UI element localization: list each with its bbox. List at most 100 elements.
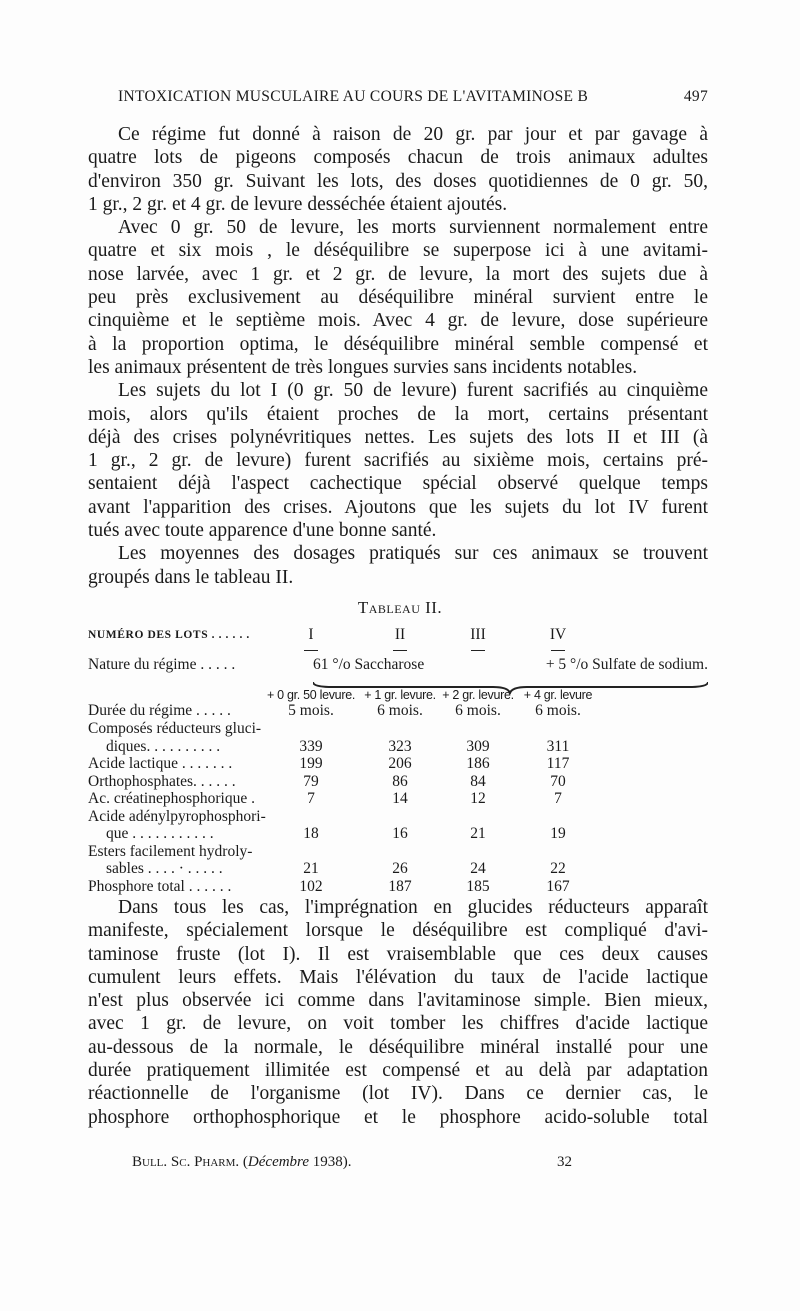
text-line: groupés dans le tableau II. — [88, 566, 294, 588]
row-value: 70 — [550, 772, 566, 790]
row-label-cont: que . . . . . . . . . . . — [106, 825, 214, 842]
row-label: Acide lactique . . . . . . . — [88, 755, 233, 772]
column-header: II — [394, 626, 406, 643]
row-label-cont: diques. . . . . . . . . . — [106, 737, 221, 755]
duree-value: 6 mois. — [535, 702, 581, 719]
row-value: 16 — [392, 825, 408, 842]
text-line: avec 1 gr. de levure, on voit tomber les… — [88, 1013, 708, 1035]
text-line: cumulent leurs effets. Mais l'élévation … — [88, 966, 708, 988]
row-value: 339 — [299, 737, 323, 755]
row-label: Acide adénylpyrophosphori- — [88, 807, 266, 825]
row-value: 167 — [546, 877, 570, 895]
row-value: 26 — [392, 860, 408, 877]
text-line: cinquième et le septième mois. Avec 4 gr… — [88, 310, 708, 332]
header-label: NUMÉRO DES LOTS . . . . . . — [88, 629, 250, 641]
column-dash — [393, 650, 407, 651]
text-line: quatre et six mois , le déséquilibre se … — [88, 240, 708, 262]
row-value: 79 — [303, 772, 319, 790]
text-line: à la proportion optima, le déséquilibre … — [88, 333, 708, 355]
row-value: 102 — [299, 877, 323, 895]
page-number: 497 — [683, 88, 708, 105]
issue-month: Décembre — [247, 1154, 309, 1170]
nature-right: + 5 °/o Sulfate de sodium. — [545, 656, 708, 673]
text-line: les animaux présentent de très longues s… — [88, 356, 638, 378]
column-dash — [471, 650, 485, 651]
duree-value: 6 mois. — [377, 702, 423, 719]
text-line: déjà des crises polynévritiques nettes. … — [88, 426, 708, 448]
table-row-label: Esters facilement hydroly- — [88, 843, 728, 861]
sheet-number: 32 — [557, 1154, 572, 1170]
running-title: INTOXICATION MUSCULAIRE AU COURS DE L'AV… — [118, 88, 589, 105]
table-row: diques. . . . . . . . . . 339 323 309 311 — [88, 738, 728, 756]
table-row: sables . . . . · . . . . . 21 26 24 22 — [88, 860, 728, 878]
text-line: taminose fruste (lot I). Il est vraisemb… — [88, 943, 708, 965]
table-row-label: Composés réducteurs gluci- — [88, 720, 728, 738]
duree-row: Durée du régime . . . . . 5 mois. 6 mois. 6… — [88, 702, 728, 720]
text-line: quatre lots de pigeons composés chacun d… — [88, 147, 708, 169]
levure-dose: + 1 gr. levure. — [364, 688, 436, 702]
row-label: Composés réducteurs gluci- — [88, 720, 262, 737]
brace-mark — [313, 681, 708, 694]
text-line: 1 gr., 2 gr. de levure) furent sacrifiés… — [88, 450, 708, 472]
row-value: 21 — [470, 825, 486, 842]
text-line: durée pratiquement illimitée est compens… — [88, 1060, 708, 1082]
row-value: 199 — [299, 755, 323, 772]
issue-year: 1938 — [312, 1154, 343, 1170]
text-line: d'environ 350 gr. Suivant les lots, des … — [88, 170, 708, 192]
row-value: 19 — [550, 825, 566, 842]
text-line: Les moyennes des dosages pratiqués sur c… — [118, 543, 708, 565]
table-row: Phosphore total . . . . . . 102 187 185 167 — [88, 878, 728, 896]
duree-label: Durée du régime . . . . . — [88, 702, 231, 719]
row-label: Orthophosphates. . . . . . — [88, 772, 236, 790]
table-title: Tableau II. — [357, 598, 443, 617]
row-value: 206 — [388, 755, 412, 772]
levure-dose: + 0 gr. 50 levure. — [266, 688, 356, 702]
column-dash — [304, 650, 318, 651]
row-value: 18 — [303, 825, 319, 842]
text-line: sentaient déjà l'aspect cachectique spéc… — [88, 473, 708, 495]
text-line: au-dessous de la normale, le déséquilibr… — [88, 1036, 708, 1058]
text-line: Les sujets du lot I (0 gr. 50 de levure)… — [118, 380, 708, 402]
text-line: Dans tous les cas, l'imprégnation en glu… — [118, 897, 708, 918]
text-line: tués avec toute apparence d'une bonne sa… — [88, 520, 437, 542]
nature-label: Nature du régime . . . . . — [88, 656, 236, 673]
text-line: manifeste, spécialement lorsque le déséq… — [88, 920, 708, 942]
levure-row: + 0 gr. 50 levure. + 1 gr. levure. + 2 gr.… — [88, 686, 728, 704]
row-value: 21 — [303, 860, 319, 877]
nature-row: Nature du régime . . . . . 61 °/o Sacchar… — [88, 656, 728, 674]
body-text-top: Ce régime fut donné à raison de 20 gr. p… — [88, 123, 708, 589]
column-header: III — [470, 626, 486, 643]
table-row: Acide lactique . . . . . . . 199 206 186 117 — [88, 755, 728, 773]
row-value: 24 — [470, 860, 486, 877]
journal-citation: Bull. Sc. Pharm. (Décembre 1938). — [132, 1154, 352, 1170]
row-value: 7 — [554, 790, 562, 807]
text-line: avant l'apparition des crises. Ajoutons … — [88, 496, 708, 518]
table-header-row: NUMÉRO DES LOTS . . . . . . I II III IV — [88, 626, 728, 651]
text-line: Ce régime fut donné à raison de 20 gr. p… — [118, 124, 708, 145]
table-row: Orthophosphates. . . . . . 79 86 84 70 — [88, 773, 728, 791]
text-line: peu près exclusivement au déséquilibre m… — [88, 287, 708, 309]
row-label: Esters facilement hydroly- — [88, 842, 253, 860]
row-value: 309 — [466, 737, 490, 755]
body-text-bottom: Dans tous les cas, l'imprégnation en glu… — [88, 896, 708, 1129]
row-value: 14 — [392, 790, 408, 807]
levure-dose: + 4 gr. levure — [523, 688, 593, 702]
row-value: 7 — [307, 790, 315, 807]
row-value: 117 — [546, 755, 570, 772]
text-line: réactionnelle de l'organisme (lot IV). D… — [88, 1083, 708, 1105]
text-line: n'est plus observée ici comme dans l'avi… — [88, 990, 708, 1012]
text-line: mois, alors qu'ils étaient proches de la… — [88, 403, 708, 425]
duree-value: 5 mois. — [288, 702, 334, 719]
table-row: que . . . . . . . . . . . 18 16 21 19 — [88, 825, 728, 843]
text-line: nose larvée, avec 1 gr. et 2 gr. de levu… — [88, 263, 708, 285]
row-value: 187 — [388, 877, 412, 895]
duree-value: 6 mois. — [455, 702, 501, 719]
row-value: 12 — [470, 790, 486, 807]
column-dash — [551, 650, 565, 651]
text-line: 1 gr., 2 gr. et 4 gr. de levure desséché… — [88, 193, 508, 215]
nature-left: 61 °/o Saccharose — [313, 656, 425, 673]
row-value: 86 — [392, 772, 408, 790]
row-value: 186 — [466, 755, 490, 772]
row-label: Ac. créatinephosphorique . — [88, 790, 255, 807]
